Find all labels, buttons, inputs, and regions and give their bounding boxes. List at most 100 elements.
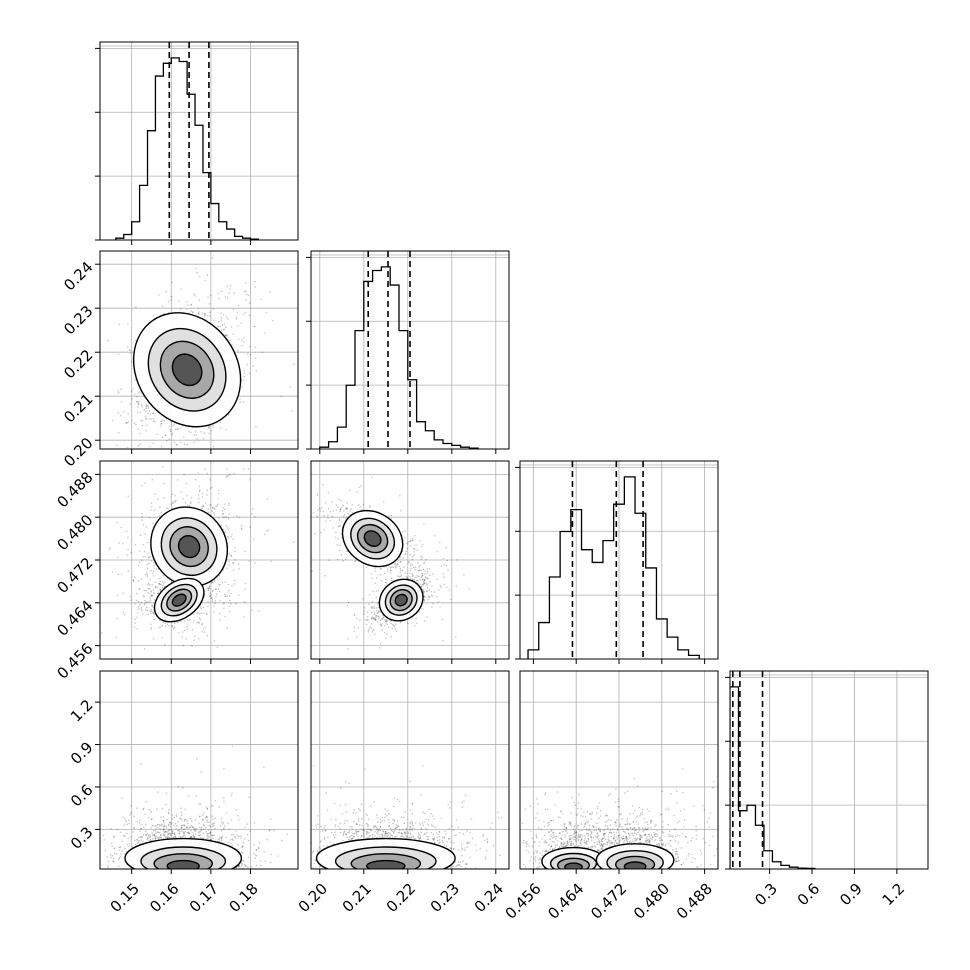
scatter-point <box>146 541 149 544</box>
scatter-point <box>133 626 136 628</box>
scatter-point <box>214 588 217 591</box>
scatter-point <box>241 344 243 347</box>
scatter-point <box>159 583 161 586</box>
scatter-point <box>439 584 442 587</box>
scatter-point <box>316 515 318 518</box>
scatter-point <box>143 589 146 592</box>
scatter-point <box>370 573 373 575</box>
scatter-point <box>384 620 387 622</box>
histogram-panel-0 <box>100 42 298 240</box>
scatter-point <box>207 511 210 514</box>
scatter-point <box>226 567 228 570</box>
scatter-point <box>417 562 419 564</box>
scatter-point <box>401 531 404 533</box>
scatter-point <box>183 824 185 826</box>
scatter-point <box>150 827 152 829</box>
scatter-point <box>373 629 375 631</box>
scatter-point <box>198 299 201 301</box>
scatter-point <box>203 312 206 315</box>
scatter-point <box>394 628 397 630</box>
scatter-point <box>225 326 227 329</box>
scatter-point <box>186 504 189 506</box>
scatter-point <box>358 503 360 506</box>
scatter-point <box>263 332 266 334</box>
scatter-point <box>437 601 440 603</box>
scatter-point <box>223 825 226 827</box>
scatter-panel-1-0 <box>100 213 298 467</box>
scatter-point <box>353 626 356 628</box>
scatter-point <box>396 564 398 567</box>
scatter-point <box>371 617 373 620</box>
scatter-point <box>339 509 342 511</box>
scatter-point <box>224 593 226 596</box>
scatter-point <box>403 566 405 568</box>
scatter-point <box>218 584 220 586</box>
scatter-point <box>186 308 188 311</box>
scatter-point <box>345 558 347 561</box>
scatter-point <box>406 542 408 544</box>
scatter-point <box>270 560 272 563</box>
scatter-point <box>186 819 188 822</box>
scatter-point <box>125 530 128 533</box>
scatter-point <box>210 834 212 836</box>
scatter-point <box>126 554 128 556</box>
scatter-point <box>139 411 141 414</box>
scatter-point <box>128 349 131 351</box>
scatter-point <box>224 334 227 337</box>
scatter-point <box>231 792 233 794</box>
scatter-point <box>174 501 177 503</box>
scatter-point <box>140 608 143 610</box>
scatter-point <box>237 349 239 352</box>
scatter-point <box>219 421 222 424</box>
scatter-point <box>204 502 207 504</box>
scatter-point <box>174 495 177 497</box>
scatter-point <box>399 567 402 570</box>
scatter-point <box>254 286 257 288</box>
scatter-point <box>154 586 157 588</box>
scatter-point <box>159 583 162 586</box>
scatter-point <box>145 213 147 215</box>
scatter-point <box>182 436 185 438</box>
scatter-point <box>140 601 143 604</box>
scatter-point <box>383 631 386 634</box>
scatter-point <box>164 434 167 437</box>
scatter-point <box>209 479 211 481</box>
scatter-point <box>350 508 353 511</box>
scatter-point <box>146 465 148 467</box>
scatter-point <box>220 290 223 293</box>
scatter-point <box>423 591 425 594</box>
scatter-point <box>160 423 163 425</box>
scatter-point <box>138 401 140 403</box>
scatter-point <box>411 539 414 542</box>
scatter-point <box>159 506 161 509</box>
scatter-point <box>292 541 295 544</box>
scatter-point <box>145 601 148 603</box>
scatter-point <box>118 431 120 434</box>
scatter-point <box>145 417 147 420</box>
scatter-point <box>216 646 219 649</box>
scatter-point <box>116 521 118 524</box>
scatter-point <box>150 570 152 572</box>
scatter-point <box>144 574 147 576</box>
scatter-point <box>192 826 195 829</box>
scatter-point <box>233 292 235 295</box>
scatter-point <box>207 833 209 835</box>
scatter-point <box>409 565 412 567</box>
scatter-point <box>151 611 153 613</box>
scatter-point <box>207 587 210 589</box>
scatter-point <box>374 567 377 569</box>
scatter-point <box>161 637 164 639</box>
scatter-point <box>336 543 339 546</box>
scatter-point <box>229 284 232 287</box>
scatter-point <box>423 582 426 585</box>
scatter-point <box>192 826 194 828</box>
scatter-point <box>136 401 138 403</box>
scatter-point <box>390 622 393 625</box>
scatter-point <box>370 606 373 608</box>
scatter-point <box>146 567 149 570</box>
scatter-point <box>340 500 343 502</box>
scatter-point <box>122 611 125 614</box>
scatter-point <box>190 303 192 306</box>
scatter-point <box>194 294 196 297</box>
scatter-point <box>348 489 351 492</box>
